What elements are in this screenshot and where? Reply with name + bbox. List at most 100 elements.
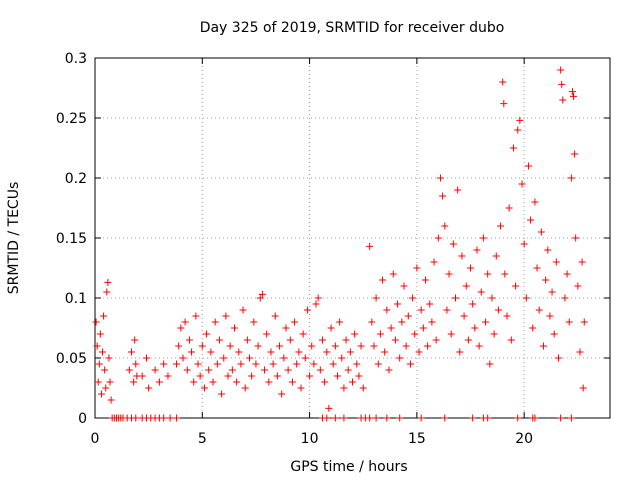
data-point xyxy=(93,342,101,350)
data-point xyxy=(417,414,425,422)
data-point xyxy=(381,348,389,356)
data-point xyxy=(469,414,477,422)
data-point xyxy=(166,414,174,422)
data-point xyxy=(282,324,290,332)
data-point xyxy=(368,318,376,326)
data-point xyxy=(527,216,535,224)
data-point xyxy=(505,204,513,212)
data-point xyxy=(449,240,457,248)
data-point xyxy=(572,234,580,242)
data-point xyxy=(254,342,262,350)
data-point xyxy=(426,300,434,308)
data-point xyxy=(331,414,339,422)
data-point xyxy=(477,288,485,296)
data-point xyxy=(267,348,275,356)
data-point xyxy=(338,354,346,362)
data-point xyxy=(246,354,253,362)
data-point xyxy=(372,414,380,422)
data-point xyxy=(248,372,256,380)
data-point xyxy=(327,324,335,332)
data-point xyxy=(230,324,238,332)
data-point xyxy=(295,348,303,356)
data-point xyxy=(127,348,135,356)
data-point xyxy=(488,294,496,302)
data-point xyxy=(421,276,429,284)
data-point xyxy=(101,366,109,374)
data-point xyxy=(522,294,530,302)
data-point xyxy=(500,100,508,108)
y-tick-label: 0 xyxy=(78,411,87,427)
data-point xyxy=(413,264,421,272)
data-point xyxy=(389,270,397,278)
data-point xyxy=(359,384,367,392)
data-point xyxy=(97,390,105,398)
data-point xyxy=(132,360,140,368)
data-point xyxy=(239,306,247,314)
data-point xyxy=(529,324,537,332)
data-point xyxy=(218,390,226,398)
data-point xyxy=(531,198,539,206)
data-point xyxy=(514,414,522,422)
data-point xyxy=(207,348,215,356)
data-point xyxy=(539,342,547,350)
data-point xyxy=(200,384,208,392)
data-point xyxy=(383,306,391,314)
data-point xyxy=(271,312,279,320)
data-point xyxy=(177,324,185,332)
data-point xyxy=(580,318,588,326)
data-point xyxy=(571,150,579,158)
data-point xyxy=(428,318,436,326)
data-point xyxy=(411,330,419,338)
data-point xyxy=(310,360,318,368)
data-point xyxy=(456,348,464,356)
data-point xyxy=(447,330,455,338)
data-point xyxy=(132,414,140,422)
data-point xyxy=(482,318,490,326)
data-point xyxy=(265,378,273,386)
data-point xyxy=(224,372,232,380)
data-point xyxy=(460,312,468,320)
data-point xyxy=(387,324,395,332)
data-point xyxy=(288,378,296,386)
data-point xyxy=(512,282,520,290)
data-point xyxy=(175,342,183,350)
data-point xyxy=(578,258,586,266)
data-point xyxy=(531,414,539,422)
data-point xyxy=(484,414,492,422)
data-point xyxy=(226,342,234,350)
data-point xyxy=(394,300,402,308)
data-point xyxy=(151,366,159,374)
x-axis-label: GPS time / hours xyxy=(290,459,407,475)
data-point xyxy=(102,384,110,392)
data-point xyxy=(475,342,483,350)
data-point xyxy=(323,414,331,422)
data-point xyxy=(241,384,249,392)
data-point xyxy=(179,354,187,362)
data-point xyxy=(164,372,172,380)
data-point xyxy=(452,294,459,302)
data-point xyxy=(185,336,193,344)
data-point xyxy=(92,318,100,326)
data-point xyxy=(518,180,526,188)
data-point xyxy=(314,294,322,302)
data-point xyxy=(383,414,391,422)
data-point xyxy=(273,372,281,380)
data-point xyxy=(299,330,307,338)
x-tick-label: 20 xyxy=(515,431,533,447)
data-point xyxy=(106,378,114,386)
data-point xyxy=(432,336,440,344)
y-tick-label: 0.3 xyxy=(65,51,87,67)
data-point xyxy=(561,294,569,302)
data-point xyxy=(355,372,363,380)
data-point xyxy=(269,360,277,368)
data-point xyxy=(473,246,481,254)
data-point xyxy=(228,366,236,374)
data-point xyxy=(280,354,288,362)
data-point xyxy=(550,330,558,338)
data-point xyxy=(105,354,113,362)
y-axis-label: SRMTID / TECUs xyxy=(6,182,22,295)
data-point xyxy=(507,336,515,344)
data-point xyxy=(349,378,356,386)
data-point xyxy=(499,78,507,86)
data-point xyxy=(222,312,230,320)
